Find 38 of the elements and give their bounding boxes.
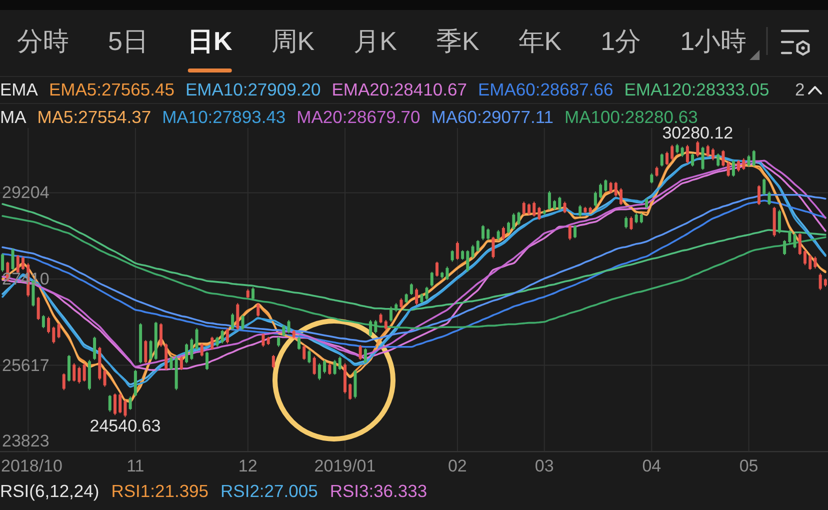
text: EMA20:28410.67 [332, 80, 467, 100]
text: 周K [271, 26, 316, 56]
text: 年K [518, 26, 562, 56]
text: EMA60:28687.66 [478, 80, 614, 100]
text: 日K [187, 26, 232, 56]
text: EMA120:28333.05 [624, 80, 770, 100]
text: 1分 [600, 26, 642, 56]
y-tick-label: 27410 [2, 270, 50, 289]
text: 5日 [108, 26, 148, 56]
y-tick-label: 29204 [2, 183, 50, 202]
text: 1小時 [680, 26, 747, 56]
x-tick-label: 03 [534, 456, 554, 476]
text: EMA [0, 80, 38, 100]
text: 季K [436, 26, 480, 56]
x-tick-label: 12 [238, 456, 258, 476]
text: 2 [795, 80, 805, 100]
x-tick-label: 04 [642, 456, 662, 476]
x-tick-label: 02 [448, 456, 467, 476]
text: EMA10:27909.20 [185, 80, 321, 100]
x-tick-label: 11 [126, 456, 144, 476]
text: MA20:28679.70 [296, 107, 421, 127]
text: EMA5:27565.45 [48, 80, 174, 100]
text: 分時 [17, 26, 69, 56]
y-tick-label: 25617 [2, 356, 50, 375]
text: MA10:27893.43 [162, 107, 286, 127]
x-tick-label: 05 [739, 456, 758, 476]
text: 月K [354, 26, 398, 56]
text: RSI3:36.333 [330, 481, 428, 501]
y-tick-label: 23823 [2, 432, 50, 451]
annotation: 24540.63 [90, 416, 161, 436]
x-tick-label: 2019/01 [314, 456, 376, 476]
text: MA5:27554.37 [37, 107, 152, 127]
text: MA60:29077.11 [431, 107, 554, 127]
text: RSI2:27.005 [220, 481, 318, 501]
x-tick-label: 2018/10 [1, 456, 62, 476]
text: RSI(6,12,24) [0, 481, 100, 501]
text: RSI1:21.395 [111, 481, 209, 501]
text: MA [0, 107, 27, 127]
